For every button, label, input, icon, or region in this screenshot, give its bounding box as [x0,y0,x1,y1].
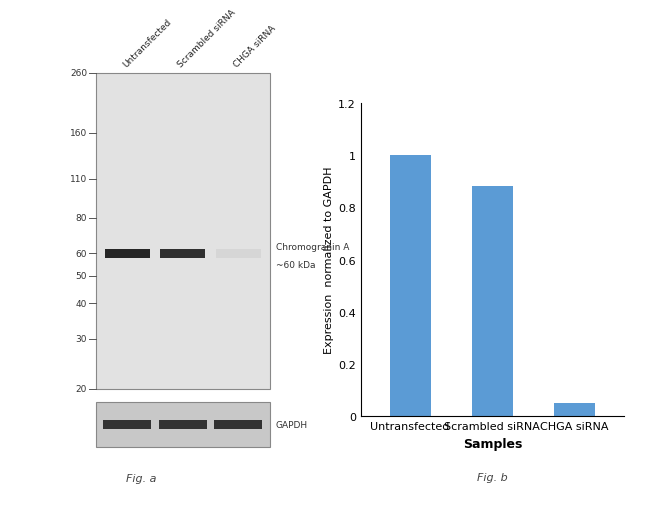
Text: Chromogranin A: Chromogranin A [276,243,349,251]
Text: Fig. a: Fig. a [126,474,156,483]
Text: GAPDH: GAPDH [276,420,307,429]
Text: CHGA siRNA: CHGA siRNA [232,24,278,69]
Bar [105,249,150,259]
Text: 30: 30 [76,335,87,344]
Bar [96,402,270,447]
Text: 110: 110 [70,175,87,184]
Bar [214,420,263,429]
Text: 40: 40 [76,299,87,308]
X-axis label: Samples: Samples [463,437,522,450]
Bar [216,249,261,259]
Y-axis label: Expression  normalized to GAPDH: Expression normalized to GAPDH [324,167,334,354]
Bar [554,403,595,417]
Bar [389,156,431,417]
Text: 260: 260 [70,69,87,78]
Text: Scrambled siRNA: Scrambled siRNA [177,8,238,69]
Text: 50: 50 [76,272,87,281]
Text: 80: 80 [76,214,87,223]
Bar [96,74,270,389]
Text: Untransfected: Untransfected [121,17,173,69]
Bar [103,420,151,429]
Text: 60: 60 [76,249,87,259]
Bar [161,249,205,259]
Text: ~60 kDa: ~60 kDa [276,261,315,270]
Bar [159,420,207,429]
Bar [472,187,513,417]
Text: Fig. b: Fig. b [477,472,508,482]
Text: 20: 20 [76,385,87,393]
Text: 160: 160 [70,129,87,138]
